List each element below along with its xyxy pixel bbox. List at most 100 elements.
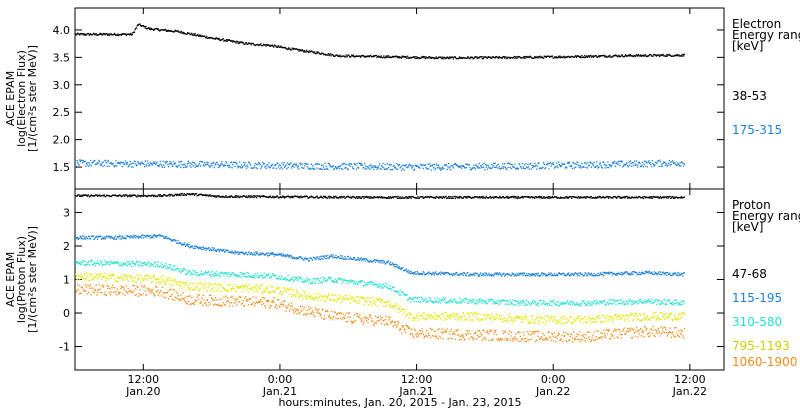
data-point (303, 281, 305, 283)
data-point (284, 196, 286, 198)
data-point (570, 165, 572, 167)
data-point (623, 163, 625, 165)
data-point (153, 162, 155, 164)
data-point (420, 301, 422, 303)
data-point (387, 168, 389, 170)
data-point (591, 273, 593, 276)
data-point (297, 280, 299, 282)
data-point (382, 162, 384, 165)
data-point (600, 55, 602, 57)
data-point (110, 235, 112, 238)
data-point (573, 56, 575, 58)
data-point (563, 55, 565, 57)
data-point (498, 304, 500, 306)
data-point (392, 262, 394, 264)
data-point (310, 51, 312, 53)
data-point (430, 164, 432, 166)
data-point (251, 276, 253, 278)
data-point (480, 165, 482, 167)
data-point (182, 268, 185, 270)
data-point (173, 31, 175, 33)
data-point (517, 274, 519, 276)
data-point (84, 238, 86, 240)
data-point (269, 196, 271, 198)
data-point (279, 46, 281, 48)
data-point (605, 55, 607, 57)
data-point (265, 196, 267, 198)
data-point (502, 196, 504, 198)
data-point (447, 272, 449, 274)
data-point (232, 161, 235, 163)
data-point (191, 245, 194, 247)
data-point (396, 264, 399, 266)
data-point (668, 299, 670, 301)
data-point (221, 249, 223, 251)
data-point (624, 272, 626, 274)
data-point (405, 164, 407, 166)
data-point (122, 235, 124, 237)
data-point (464, 57, 466, 59)
data-point (392, 286, 394, 289)
data-point (674, 197, 676, 199)
data-point (194, 247, 196, 250)
data-point (441, 197, 444, 199)
data-point (324, 255, 326, 257)
data-point (441, 298, 443, 301)
data-point (478, 196, 480, 198)
data-point (174, 30, 176, 32)
data-point (255, 288, 257, 290)
data-point (644, 54, 646, 56)
data-point (239, 41, 241, 43)
data-point (448, 299, 450, 302)
data-point (155, 282, 157, 284)
data-point (651, 302, 653, 304)
data-point (674, 273, 676, 275)
data-point (219, 283, 221, 285)
data-point (325, 195, 327, 198)
data-point (520, 301, 522, 303)
data-point (139, 282, 142, 284)
data-point (597, 55, 599, 58)
data-point (104, 276, 106, 278)
data-point (224, 272, 226, 274)
data-point (290, 162, 292, 164)
data-point (620, 54, 623, 56)
data-point (168, 30, 170, 32)
data-point (476, 303, 478, 305)
data-point (136, 235, 138, 237)
data-point (147, 234, 149, 237)
data-point (79, 263, 82, 266)
data-point (88, 260, 90, 263)
data-point (465, 196, 467, 199)
data-point (137, 236, 139, 238)
data-point (132, 194, 134, 196)
data-point (439, 298, 441, 300)
data-point (620, 303, 622, 305)
data-point (377, 167, 379, 169)
data-point (581, 196, 584, 199)
data-point (499, 302, 502, 304)
data-point (655, 162, 657, 164)
data-point (96, 195, 99, 197)
data-point (606, 302, 608, 304)
data-point (178, 285, 181, 287)
data-point (198, 194, 200, 196)
data-point (594, 300, 596, 303)
data-point (303, 280, 306, 283)
data-point (164, 194, 166, 196)
data-point (507, 301, 509, 303)
data-point (446, 302, 448, 304)
data-point (645, 160, 647, 163)
data-point (85, 236, 88, 238)
data-point (327, 196, 330, 198)
data-point (512, 196, 515, 199)
data-point (398, 56, 401, 58)
data-point (349, 256, 351, 259)
data-point (152, 28, 154, 30)
data-point (380, 262, 382, 264)
data-point (225, 289, 227, 291)
data-point (435, 163, 437, 165)
data-point (515, 195, 517, 198)
data-point (330, 166, 332, 168)
data-point (526, 196, 528, 198)
